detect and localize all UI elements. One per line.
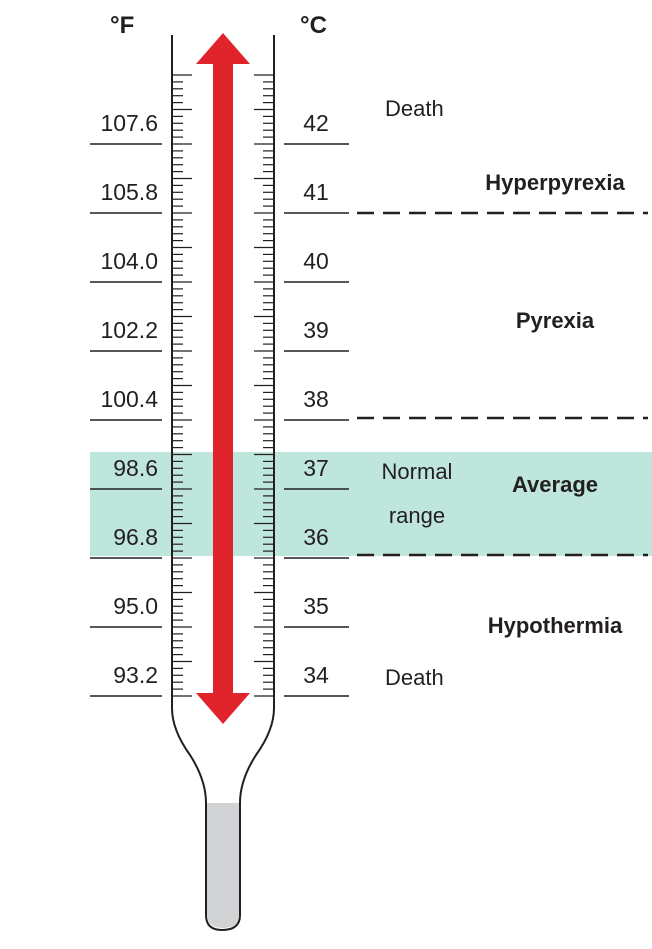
celsius-header: °C	[300, 12, 327, 39]
zone-label-average: Average	[512, 472, 598, 497]
normal-range-band	[90, 452, 652, 556]
range-arrow	[196, 33, 250, 724]
celsius-value: 36	[303, 524, 329, 550]
scale-labels: 107.6 42 105.8 41 104.0 40 102.2 39 100.4 38 98.6 3…	[100, 110, 329, 688]
thermometer-bulb	[207, 803, 239, 928]
celsius-value: 37	[303, 455, 329, 481]
fahrenheit-value: 95.0	[113, 593, 158, 619]
fahrenheit-value: 100.4	[100, 386, 158, 412]
celsius-value: 41	[303, 179, 329, 205]
celsius-value: 34	[303, 662, 329, 688]
celsius-value: 39	[303, 317, 329, 343]
arrow-shaft	[213, 62, 233, 698]
arrow-head-up-icon	[196, 33, 250, 64]
scale-ticks	[172, 74, 274, 697]
fahrenheit-value: 93.2	[113, 662, 158, 688]
death-label-bottom: Death	[385, 665, 444, 690]
fahrenheit-value: 96.8	[113, 524, 158, 550]
zone-boundaries	[357, 211, 648, 557]
fahrenheit-header: °F	[110, 12, 134, 39]
zone-label-pyrexia: Pyrexia	[516, 308, 595, 333]
celsius-value: 42	[303, 110, 329, 136]
normal-range-label-line1: Normal	[382, 459, 453, 484]
fahrenheit-value: 105.8	[100, 179, 158, 205]
fahrenheit-value: 102.2	[100, 317, 158, 343]
row-separators	[90, 143, 349, 697]
death-label-top: Death	[385, 96, 444, 121]
normal-range-label-line2: range	[389, 503, 445, 528]
arrow-head-down-icon	[196, 693, 250, 724]
zone-label-hyperpyrexia: Hyperpyrexia	[485, 170, 625, 195]
fahrenheit-value: 107.6	[100, 110, 158, 136]
celsius-value: 35	[303, 593, 329, 619]
fahrenheit-value: 104.0	[100, 248, 158, 274]
zone-label-hypothermia: Hypothermia	[488, 613, 623, 638]
celsius-value: 40	[303, 248, 329, 274]
thermometer-outline	[171, 35, 275, 932]
celsius-value: 38	[303, 386, 329, 412]
fahrenheit-value: 98.6	[113, 455, 158, 481]
